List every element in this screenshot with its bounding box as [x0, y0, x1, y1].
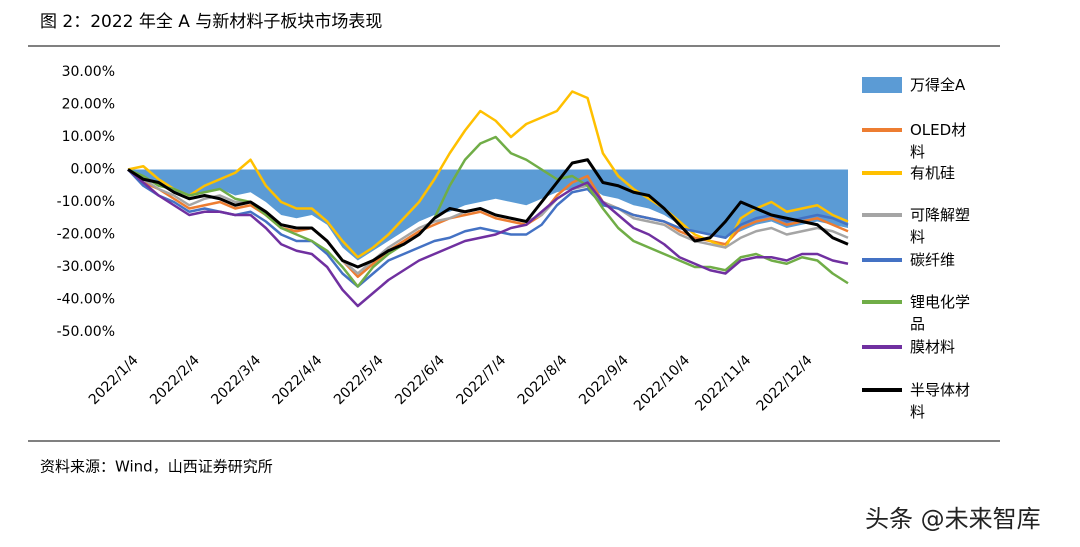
x-tick-label: 2022/10/4: [631, 352, 693, 414]
x-tick-label: 2022/8/4: [515, 352, 571, 408]
line: [127, 168, 849, 308]
legend-label: OLED材料: [910, 121, 967, 161]
line: [127, 90, 849, 259]
x-tick-label: 2022/3/4: [208, 352, 264, 408]
y-tick-label: -50.00%: [57, 324, 115, 340]
y-tick-label: -20.00%: [57, 227, 115, 243]
y-tick-label: 20.00%: [62, 97, 115, 113]
x-tick-label: 2022/9/4: [576, 352, 632, 408]
area: [128, 169, 848, 261]
x-tick-label: 2022/12/4: [754, 352, 816, 414]
legend-label: 可降解塑料: [910, 206, 971, 246]
legend-label: 半导体材料: [910, 381, 971, 421]
x-tick-label: 2022/5/4: [331, 352, 387, 408]
chart-title: 图 2：2022 年全 A 与新材料子板块市场表现: [40, 12, 382, 32]
legend-label: 锂电化学品: [910, 293, 971, 333]
source-note: 资料来源：Wind，山西证券研究所: [40, 458, 273, 476]
x-tick-label: 2022/6/4: [392, 352, 448, 408]
y-tick-label: 30.00%: [62, 64, 115, 80]
y-tick-label: -30.00%: [57, 259, 115, 275]
watermark: 头条 @未来智库: [865, 505, 1041, 533]
legend-swatch: [862, 77, 902, 93]
y-tick-label: 0.00%: [71, 162, 115, 178]
x-tick-label: 2022/7/4: [454, 352, 510, 408]
legend-label: 膜材料: [910, 338, 956, 356]
y-tick-label: 10.00%: [62, 129, 115, 145]
x-tick-label: 2022/1/4: [86, 352, 142, 408]
legend-label: 万得全A: [910, 76, 966, 94]
legend-label: 有机硅: [910, 164, 956, 182]
y-tick-label: -40.00%: [57, 292, 115, 308]
legend-label: 碳纤维: [910, 251, 956, 269]
y-tick-label: -10.00%: [57, 194, 115, 210]
line: [127, 158, 849, 269]
x-tick-label: 2022/11/4: [692, 352, 754, 414]
x-tick-label: 2022/4/4: [270, 352, 326, 408]
x-tick-label: 2022/2/4: [147, 352, 203, 408]
line: [127, 168, 849, 288]
